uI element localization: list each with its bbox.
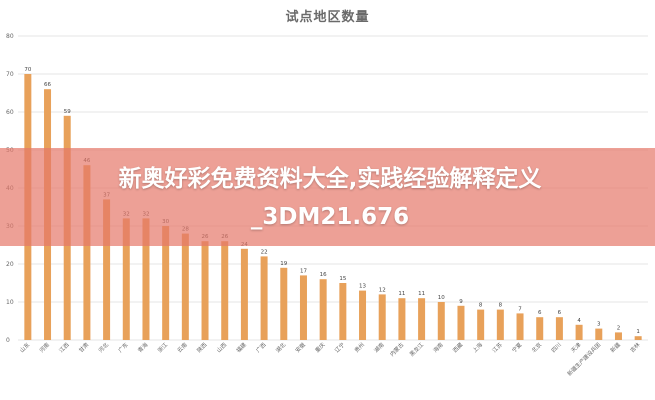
bar: [359, 290, 367, 340]
bar: [634, 336, 642, 340]
category-label: 广东: [116, 340, 130, 354]
category-label: 河南: [37, 340, 51, 354]
category-label: 天津: [570, 341, 583, 354]
category-label: 新疆生产建设兵团: [565, 340, 602, 377]
category-label: 新疆: [608, 340, 622, 354]
bar: [260, 256, 268, 340]
watermark-band: [0, 148, 655, 246]
bar: [477, 309, 485, 340]
bar: [142, 218, 150, 340]
bar: [280, 267, 288, 340]
category-label: 湖北: [274, 340, 288, 354]
bar: [457, 305, 465, 340]
bar: [122, 218, 130, 340]
category-label: 重庆: [313, 340, 327, 354]
data-label: 13: [359, 284, 366, 290]
data-label: 17: [300, 268, 307, 274]
y-tick-label: 80: [6, 33, 14, 40]
bar: [240, 248, 248, 340]
data-label: 10: [438, 295, 445, 301]
y-tick-label: 20: [6, 261, 14, 268]
bar: [516, 313, 524, 340]
bar: [536, 317, 544, 340]
data-label: 9: [459, 299, 463, 305]
category-label: 山西: [215, 340, 229, 354]
data-label: 12: [379, 287, 386, 293]
y-tick-label: 70: [6, 71, 14, 78]
bar: [221, 241, 229, 340]
watermark-line-1: 新奥好彩免费资料大全,实践经验解释定义: [118, 166, 542, 192]
data-label: 15: [339, 276, 346, 282]
data-label: 7: [518, 306, 522, 312]
category-label: 江苏: [490, 340, 504, 354]
bar: [614, 332, 622, 340]
bar: [595, 328, 603, 340]
bar: [319, 279, 327, 340]
data-label: 16: [320, 272, 327, 278]
category-label: 云南: [175, 340, 189, 354]
data-label: 4: [577, 318, 581, 324]
category-label: 陕西: [195, 340, 209, 354]
category-label: 青海: [136, 340, 150, 354]
bar: [575, 324, 583, 340]
category-label: 安徽: [293, 340, 307, 354]
category-label: 浙江: [156, 340, 170, 354]
data-label: 19: [280, 261, 287, 267]
data-label: 11: [398, 291, 405, 297]
data-label: 6: [558, 310, 562, 316]
data-label: 70: [24, 67, 31, 73]
watermark-line-2: _3DM21.676: [250, 204, 410, 230]
category-label: 河北: [97, 340, 111, 354]
category-label: 上海: [471, 340, 485, 354]
bar: [418, 298, 426, 340]
bar: [437, 302, 445, 340]
y-tick-label: 10: [6, 299, 14, 306]
category-label: 内蒙古: [388, 340, 406, 358]
category-label: 甘肃: [77, 340, 91, 354]
bar: [103, 199, 111, 340]
category-label: 四川: [550, 341, 563, 354]
data-label: 59: [64, 109, 71, 115]
bar: [398, 298, 406, 340]
bar: [162, 226, 170, 340]
bar: [496, 309, 504, 340]
bar: [555, 317, 563, 340]
category-label: 江西: [58, 341, 71, 354]
category-label: 北京: [530, 340, 544, 354]
category-label: 山东: [18, 340, 32, 354]
bar: [181, 233, 189, 340]
data-label: 3: [597, 322, 601, 328]
bar: [378, 294, 386, 340]
category-label: 西藏: [451, 340, 465, 354]
data-label: 8: [479, 303, 483, 309]
y-tick-label: 0: [6, 337, 10, 344]
category-label: 福建: [234, 340, 248, 354]
category-label: 吉林: [628, 340, 642, 354]
data-label: 6: [538, 310, 542, 316]
bar: [201, 241, 209, 340]
category-label: 黑龙江: [408, 340, 426, 358]
y-tick-label: 60: [6, 109, 14, 116]
category-label: 贵州: [352, 341, 365, 354]
category-label: 海南: [431, 340, 445, 354]
bar: [83, 165, 91, 340]
category-label: 广西: [254, 340, 268, 354]
data-label: 11: [418, 291, 425, 297]
chart-title: 试点地区数量: [285, 10, 370, 25]
category-label: 宁夏: [510, 340, 524, 354]
data-label: 22: [261, 249, 268, 255]
category-label: 辽宁: [333, 340, 347, 354]
bar: [299, 275, 307, 340]
data-label: 2: [617, 325, 621, 331]
bar: [339, 283, 347, 340]
watermark-text: 新奥好彩免费资料大全,实践经验解释定义 _3DM21.676: [30, 160, 630, 236]
data-label: 1: [636, 329, 640, 335]
data-label: 8: [499, 303, 503, 309]
category-label: 湖南: [372, 340, 386, 354]
data-label: 66: [44, 82, 51, 88]
